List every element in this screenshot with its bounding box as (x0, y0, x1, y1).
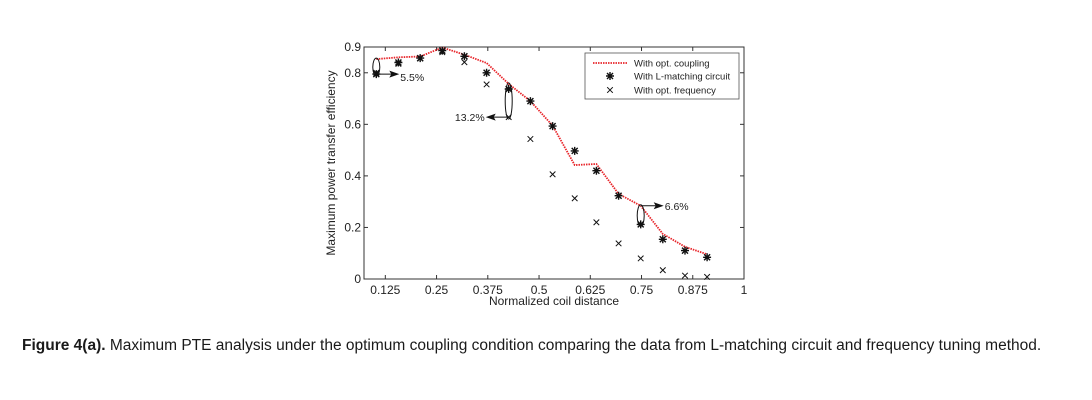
x-marker-icon (615, 240, 622, 247)
figure-caption: Figure 4(a). Maximum PTE analysis under … (22, 334, 1072, 357)
asterisk-marker-icon (548, 122, 557, 131)
y-tick-label: 0.4 (344, 169, 361, 183)
asterisk-marker-icon (482, 68, 491, 77)
x-tick-label: 0.625 (575, 283, 605, 297)
marker-opt-frequency (637, 255, 644, 262)
marker-l-matching (548, 122, 557, 131)
asterisk-marker-icon (614, 191, 623, 200)
pte-chart: 0.125 0.25 0.375 0.5 0.625 0.75 0.875 1 0 0.2 0.4… (324, 40, 748, 308)
annotation-5-5pct: 5.5% (372, 57, 424, 84)
marker-opt-frequency (549, 171, 556, 178)
marker-l-matching (504, 85, 513, 93)
asterisk-marker-icon (703, 253, 712, 262)
marker-l-matching (703, 253, 712, 262)
annotation-13-2pct: 13.2% (455, 82, 513, 124)
asterisk-marker-icon (504, 85, 513, 93)
marker-l-matching (438, 46, 447, 55)
y-tick-label: 0.6 (344, 117, 361, 131)
annotation-6-6pct: 6.6% (636, 201, 689, 227)
marker-opt-frequency (681, 272, 689, 279)
asterisk-marker-icon (416, 54, 425, 63)
asterisk-marker-icon (592, 166, 601, 175)
asterisk-marker-icon (438, 46, 447, 55)
y-tick-label: 0.9 (344, 40, 361, 54)
x-tick-label: 0.375 (473, 283, 503, 297)
y-axis-label: Maximum power transfer efficiency (324, 70, 338, 255)
x-tick-label: 0.125 (370, 283, 400, 297)
marker-opt-frequency (461, 59, 468, 66)
x-axis-label: Normalized coil distance (489, 294, 619, 308)
legend-label-opt-coupling: With opt. coupling (634, 59, 710, 70)
annotation-label: 6.6% (665, 201, 689, 213)
x-tick-label: 0.25 (425, 283, 449, 297)
x-marker-icon (703, 273, 711, 281)
legend-swatch-l-matching (606, 72, 614, 80)
x-marker-icon (571, 195, 578, 202)
x-tick-label: 0.5 (531, 283, 548, 297)
x-tick-label: 0.875 (678, 283, 708, 297)
caption-label: Figure 4(a). (22, 337, 106, 354)
asterisk-marker-icon (394, 58, 403, 67)
caption-text: Maximum PTE analysis under the optimum c… (105, 337, 1042, 354)
annotation-label: 13.2% (455, 112, 485, 124)
asterisk-marker-icon (526, 97, 535, 106)
marker-l-matching (658, 235, 667, 244)
annotation-ellipse (504, 82, 513, 120)
x-marker-icon (461, 59, 468, 66)
x-axis-ticks: 0.125 0.25 0.375 0.5 0.625 0.75 0.875 1 (370, 47, 748, 297)
asterisk-marker-icon (636, 220, 645, 229)
marker-opt-frequency (527, 135, 534, 143)
x-marker-icon (593, 219, 600, 226)
x-marker-icon (637, 255, 644, 262)
marker-l-matching (681, 246, 689, 255)
marker-l-matching (614, 191, 623, 200)
arrow-left-icon (485, 113, 496, 121)
asterisk-marker-icon (460, 52, 469, 61)
marker-opt-frequency (615, 240, 622, 247)
marker-opt-frequency (703, 273, 711, 281)
x-marker-icon (681, 272, 689, 279)
legend-swatch-opt-frequency (606, 86, 614, 94)
marker-l-matching (482, 68, 491, 77)
arrow-right-icon (653, 202, 664, 210)
annotation-label: 5.5% (400, 72, 424, 84)
y-tick-label: 0 (354, 272, 361, 286)
marker-l-matching (394, 58, 403, 67)
marker-l-matching (416, 54, 425, 63)
marker-opt-frequency (483, 81, 490, 88)
marker-l-matching (460, 52, 469, 61)
x-marker-icon (549, 171, 556, 178)
legend-label-opt-frequency: With opt. frequency (634, 86, 716, 97)
y-axis-ticks: 0 0.2 0.4 0.6 0.8 0.9 (344, 40, 744, 286)
legend: With opt. coupling With L-matching circu… (584, 52, 740, 100)
marker-opt-frequency (659, 267, 666, 274)
marker-opt-frequency (593, 219, 600, 226)
marker-opt-frequency (571, 195, 578, 202)
series-line-opt-coupling (376, 46, 708, 256)
asterisk-marker-icon (658, 235, 667, 244)
marker-l-matching (570, 146, 579, 155)
annotation-ellipse (636, 204, 645, 227)
asterisk-marker-icon (681, 246, 689, 255)
x-tick-label: 1 (741, 283, 748, 297)
x-marker-icon (659, 267, 666, 274)
marker-l-matching (636, 220, 645, 229)
annotations-layer: 5.5% 13.2% 6.6% (372, 57, 689, 227)
x-marker-icon (483, 81, 490, 88)
arrow-right-icon (389, 70, 400, 78)
annotation-ellipse (372, 57, 381, 77)
y-tick-label: 0.2 (344, 220, 361, 234)
marker-l-matching (592, 166, 601, 175)
y-tick-label: 0.8 (344, 66, 361, 80)
legend-label-l-matching: With L-matching circuit (634, 72, 730, 83)
x-marker-icon (527, 135, 534, 143)
marker-l-matching (526, 97, 535, 106)
x-tick-label: 0.75 (630, 283, 654, 297)
asterisk-marker-icon (570, 146, 579, 155)
